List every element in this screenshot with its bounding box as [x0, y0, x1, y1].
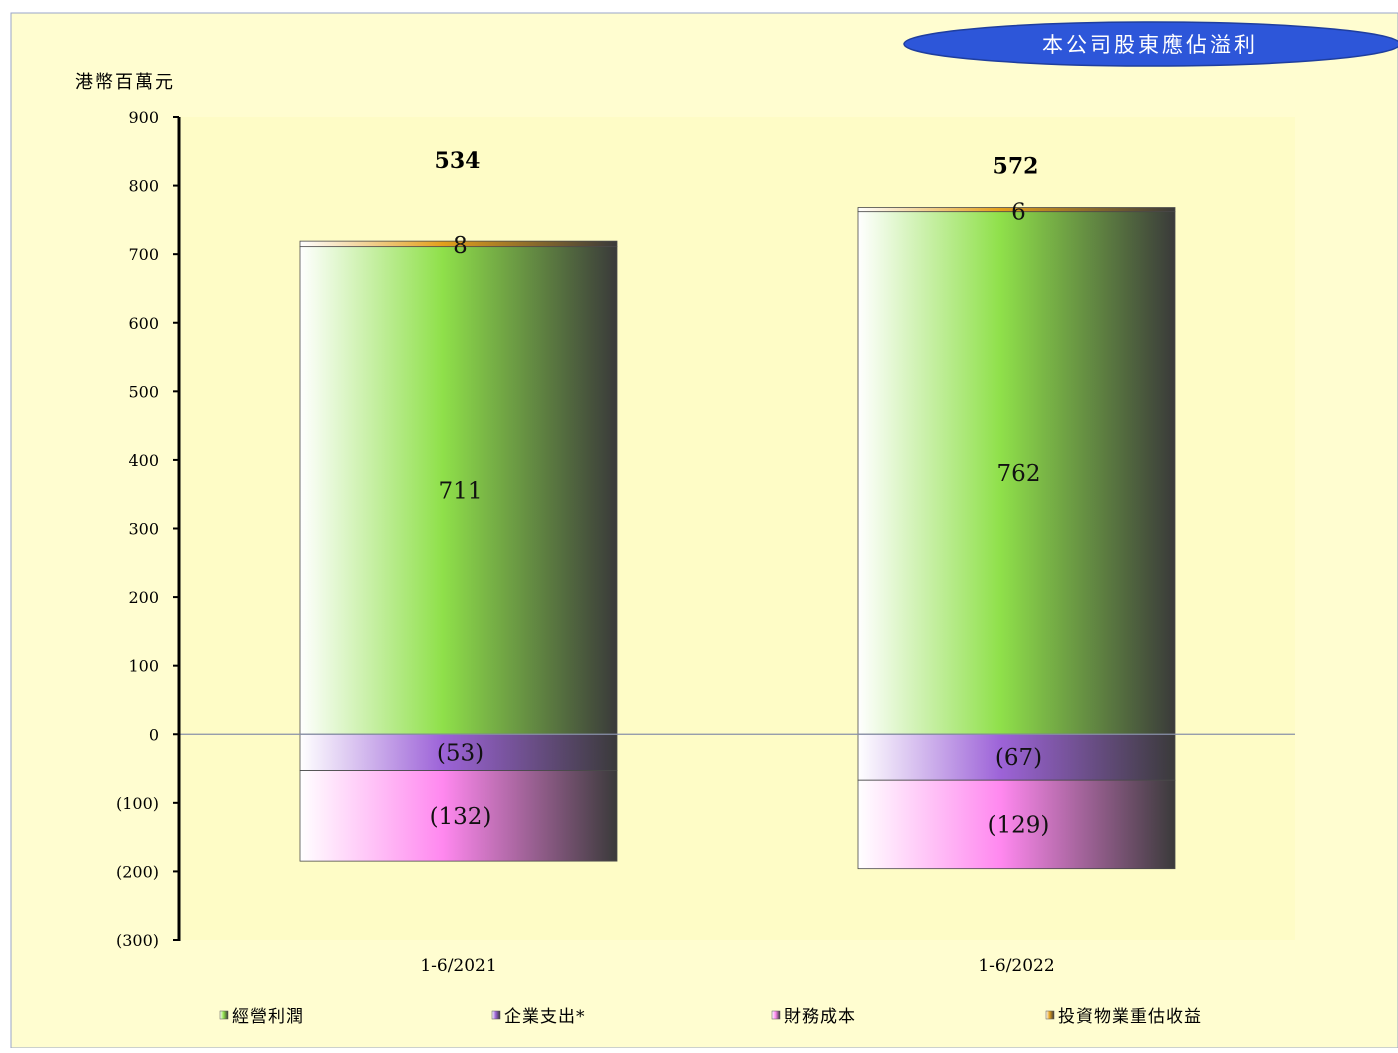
legend-label-finance_costs: 財務成本 [784, 1007, 856, 1027]
y-tick-label: 600 [128, 314, 159, 333]
legend-swatch-finance_costs [771, 1010, 781, 1020]
bar-revaluation_gain [857, 207, 1176, 213]
y-tick-label: 500 [128, 382, 159, 401]
data-label-corporate_expenses: (53) [437, 740, 484, 766]
y-tick-label: 400 [128, 451, 159, 470]
bar-corporate_expenses [299, 733, 618, 771]
legend-swatch-revaluation_gain [1045, 1010, 1055, 1020]
y-tick-label: 300 [128, 520, 159, 539]
bar-finance_costs [299, 770, 618, 862]
data-label-corporate_expenses: (67) [995, 745, 1042, 771]
bar-operating_profit [857, 211, 1176, 735]
y-tick-label: 800 [128, 177, 159, 196]
labels-layer: 711 8 (53) (132) 534 1-6/2021 762 6 (67) (129) 572… [420, 148, 1054, 976]
axes-layer: 900 800 700 600 500 400 300 200 100 0 (100) (200) (3… [116, 108, 1295, 950]
bars-layer [299, 207, 1176, 870]
title-badge: 本公司股東應佔溢利 [903, 21, 1398, 67]
bar-finance_costs [857, 779, 1176, 870]
data-label-finance_costs: (132) [430, 804, 492, 830]
y-tick-label: 200 [128, 588, 159, 607]
total-label: 572 [993, 154, 1039, 180]
data-label-finance_costs: (129) [988, 812, 1050, 838]
legend-label-revaluation_gain: 投資物業重估收益 [1058, 1007, 1202, 1027]
y-tick-label: 100 [128, 657, 159, 676]
y-tick-label: 700 [128, 245, 159, 264]
data-label-operating_profit: 711 [439, 478, 483, 504]
legend-swatch-operating_profit [219, 1010, 229, 1020]
x-tick-label: 1-6/2021 [420, 956, 496, 976]
title-badge-shape [903, 21, 1398, 67]
data-label-revaluation_gain: 8 [453, 233, 468, 259]
x-tick-label: 1-6/2022 [978, 956, 1054, 976]
bar-revaluation_gain [299, 240, 618, 248]
bar-corporate_expenses [857, 733, 1176, 781]
legend-label-corporate_expenses: 企業支出* [504, 1007, 586, 1027]
y-tick-label: 900 [128, 108, 159, 127]
y-tick-label: (200) [116, 862, 159, 881]
legend-swatch-corporate_expenses [491, 1010, 501, 1020]
data-label-operating_profit: 762 [997, 461, 1041, 487]
chart-title: 本公司股東應佔溢利 [1042, 33, 1258, 57]
y-tick-label: (100) [116, 794, 159, 813]
legend: 經營利潤 企業支出* 財務成本 投資物業重估收益 [219, 1007, 1202, 1027]
y-tick-label: 0 [149, 725, 159, 744]
y-tick-label: (300) [116, 931, 159, 950]
y-axis-label: 港幣百萬元 [75, 72, 175, 93]
data-label-revaluation_gain: 6 [1011, 200, 1026, 226]
legend-label-operating_profit: 經營利潤 [232, 1007, 304, 1027]
bar-operating_profit [299, 246, 618, 735]
total-label: 534 [435, 148, 481, 174]
